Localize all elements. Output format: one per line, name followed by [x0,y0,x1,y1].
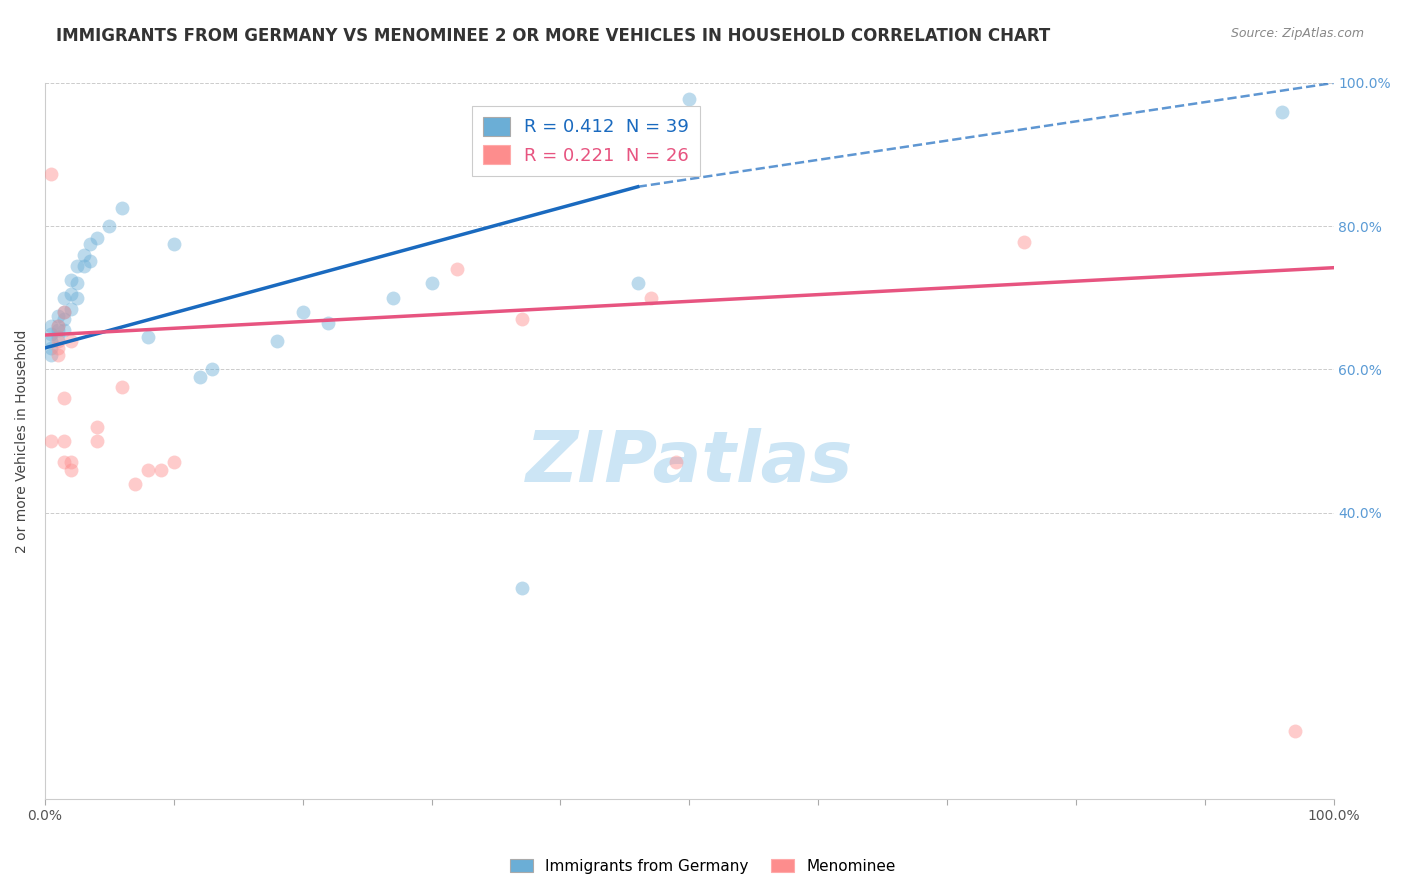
Point [53,391,76,405]
Point [41,334,63,348]
Point [72,248,94,262]
Point [86,231,108,245]
Point [79,253,101,268]
Point [627,277,650,291]
Point [53,312,76,326]
Legend: Immigrants from Germany, Menominee: Immigrants from Germany, Menominee [503,853,903,880]
Point [41,326,63,341]
Point [66,259,89,273]
Legend: R = 0.412  N = 39, R = 0.221  N = 26: R = 0.412 N = 39, R = 0.221 N = 26 [472,106,700,176]
Point [46,309,69,323]
Point [136,463,159,477]
Point [53,434,76,448]
Text: Source: ZipAtlas.com: Source: ZipAtlas.com [1230,27,1364,40]
Point [201,362,224,376]
Point [72,259,94,273]
Point [665,455,688,469]
Point [1271,104,1294,119]
Point [124,477,146,491]
Point [79,237,101,252]
Point [188,369,211,384]
Point [53,291,76,305]
Point [41,319,63,334]
Text: IMMIGRANTS FROM GERMANY VS MENOMINEE 2 OR MORE VEHICLES IN HOUSEHOLD CORRELATION: IMMIGRANTS FROM GERMANY VS MENOMINEE 2 O… [56,27,1050,45]
Point [163,455,186,469]
Point [381,291,404,305]
Point [266,334,288,348]
Point [66,277,89,291]
Point [46,319,69,334]
Point [53,305,76,319]
Point [59,287,82,301]
Point [59,334,82,348]
Point [46,341,69,355]
Point [420,277,443,291]
Point [53,323,76,337]
Point [66,291,89,305]
Point [291,305,314,319]
Point [41,348,63,362]
Point [86,434,108,448]
Point [59,273,82,287]
Point [678,92,700,106]
Point [149,463,172,477]
Point [46,319,69,334]
Y-axis label: 2 or more Vehicles in Household: 2 or more Vehicles in Household [15,329,30,553]
Point [46,323,69,337]
Point [136,330,159,344]
Point [510,312,533,326]
Point [59,301,82,316]
Point [510,581,533,595]
Point [446,262,468,277]
Point [41,167,63,181]
Point [318,316,340,330]
Point [111,201,134,215]
Point [41,341,63,355]
Point [111,380,134,394]
Point [86,419,108,434]
Point [46,348,69,362]
Point [59,455,82,469]
Point [46,330,69,344]
Point [59,463,82,477]
Point [1012,235,1035,249]
Point [53,455,76,469]
Point [1284,724,1306,739]
Point [640,291,662,305]
Point [46,334,69,348]
Point [53,305,76,319]
Point [98,219,121,234]
Point [163,237,186,252]
Text: ZIPatlas: ZIPatlas [526,428,853,497]
Point [41,434,63,448]
